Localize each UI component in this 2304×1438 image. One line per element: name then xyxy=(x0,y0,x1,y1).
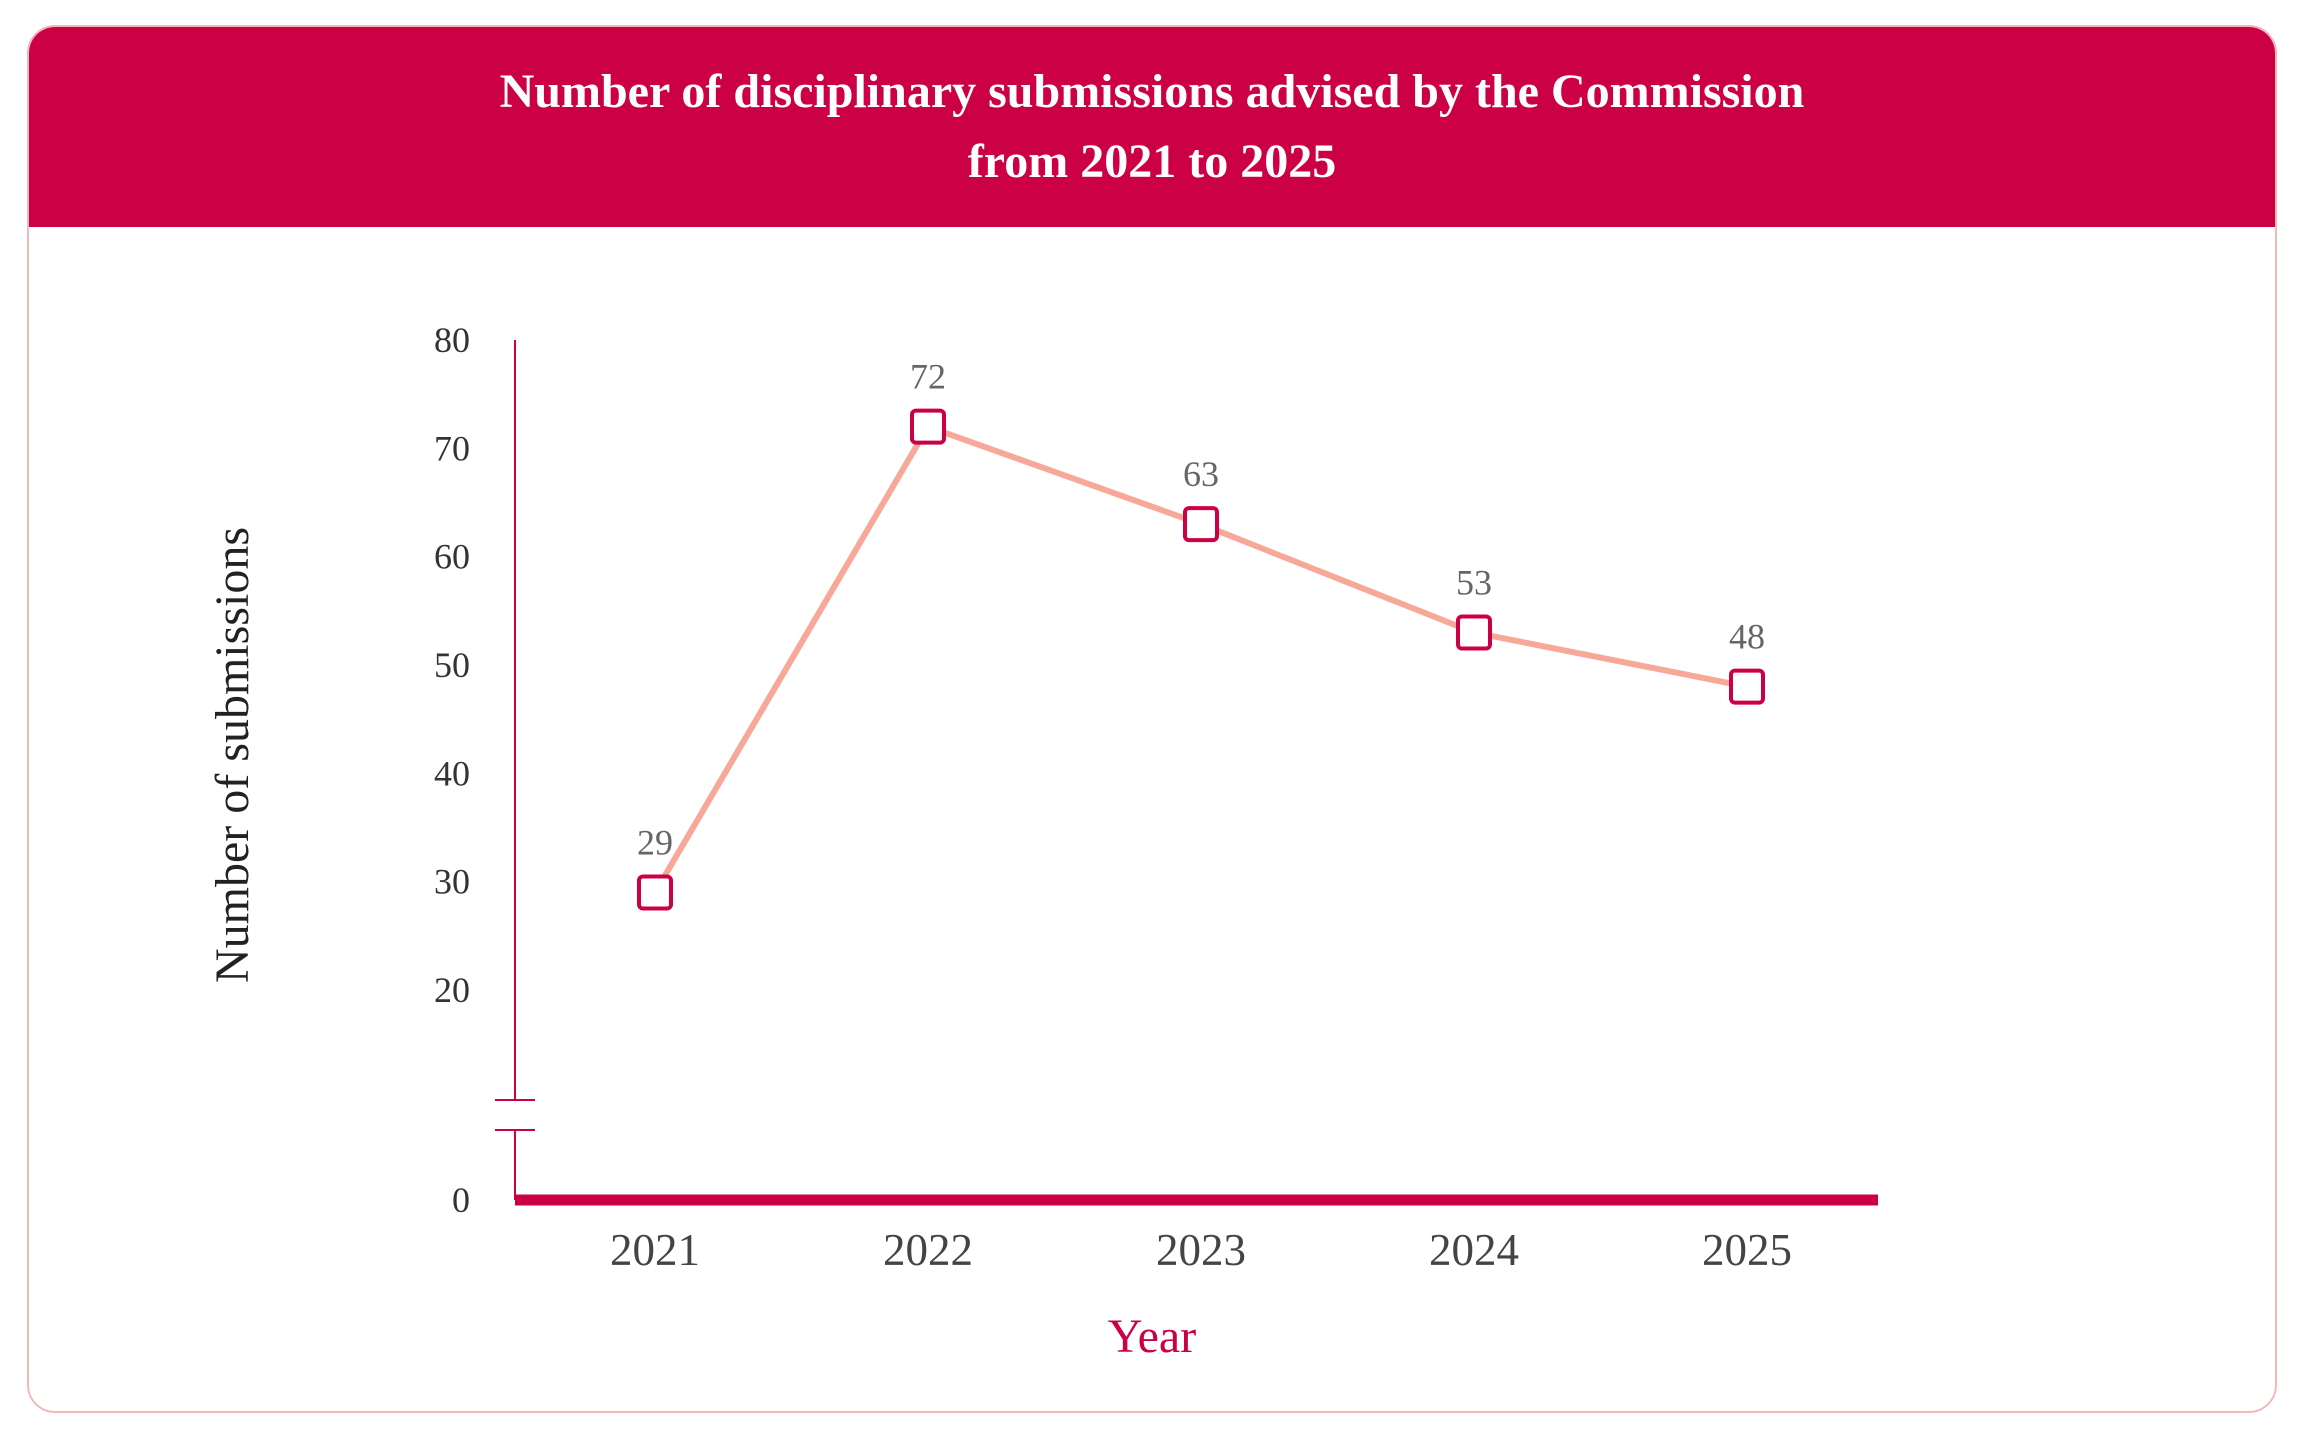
y-tick-label: 40 xyxy=(434,753,470,793)
x-tick-label: 2025 xyxy=(1702,1225,1792,1275)
data-label: 29 xyxy=(637,823,673,863)
chart-card: Number of disciplinary submissions advis… xyxy=(27,25,2277,1413)
data-point-marker xyxy=(1183,506,1219,543)
chart-header: Number of disciplinary submissions advis… xyxy=(29,27,2275,227)
data-label: 72 xyxy=(910,357,946,397)
y-tick-label: 80 xyxy=(434,320,470,360)
x-axis-title: Year xyxy=(1108,1310,1196,1363)
data-label: 63 xyxy=(1183,454,1219,494)
y-tick-label: 50 xyxy=(434,645,470,685)
chart-title-line-1: Number of disciplinary submissions advis… xyxy=(499,65,1805,118)
x-tick-label: 2021 xyxy=(610,1225,700,1275)
x-tick-label: 2023 xyxy=(1156,1225,1246,1275)
data-point-marker xyxy=(1729,668,1765,705)
data-label: 48 xyxy=(1729,617,1765,657)
data-label: 53 xyxy=(1456,563,1492,603)
y-tick-label: 30 xyxy=(434,862,470,902)
data-point-marker xyxy=(637,874,673,911)
x-tick-label: 2024 xyxy=(1429,1225,1519,1275)
y-tick-label: 20 xyxy=(434,970,470,1010)
chart-title-line-2: from 2021 to 2025 xyxy=(967,135,1337,188)
y-tick-label: 60 xyxy=(434,537,470,577)
x-tick-label: 2022 xyxy=(883,1225,973,1275)
data-point-marker xyxy=(910,408,946,445)
y-axis-title: Number of submissions xyxy=(206,527,259,983)
y-tick-label: 0 xyxy=(452,1180,470,1220)
y-tick-label: 70 xyxy=(434,428,470,468)
series-line xyxy=(652,423,1748,895)
data-point-marker xyxy=(1456,614,1492,651)
